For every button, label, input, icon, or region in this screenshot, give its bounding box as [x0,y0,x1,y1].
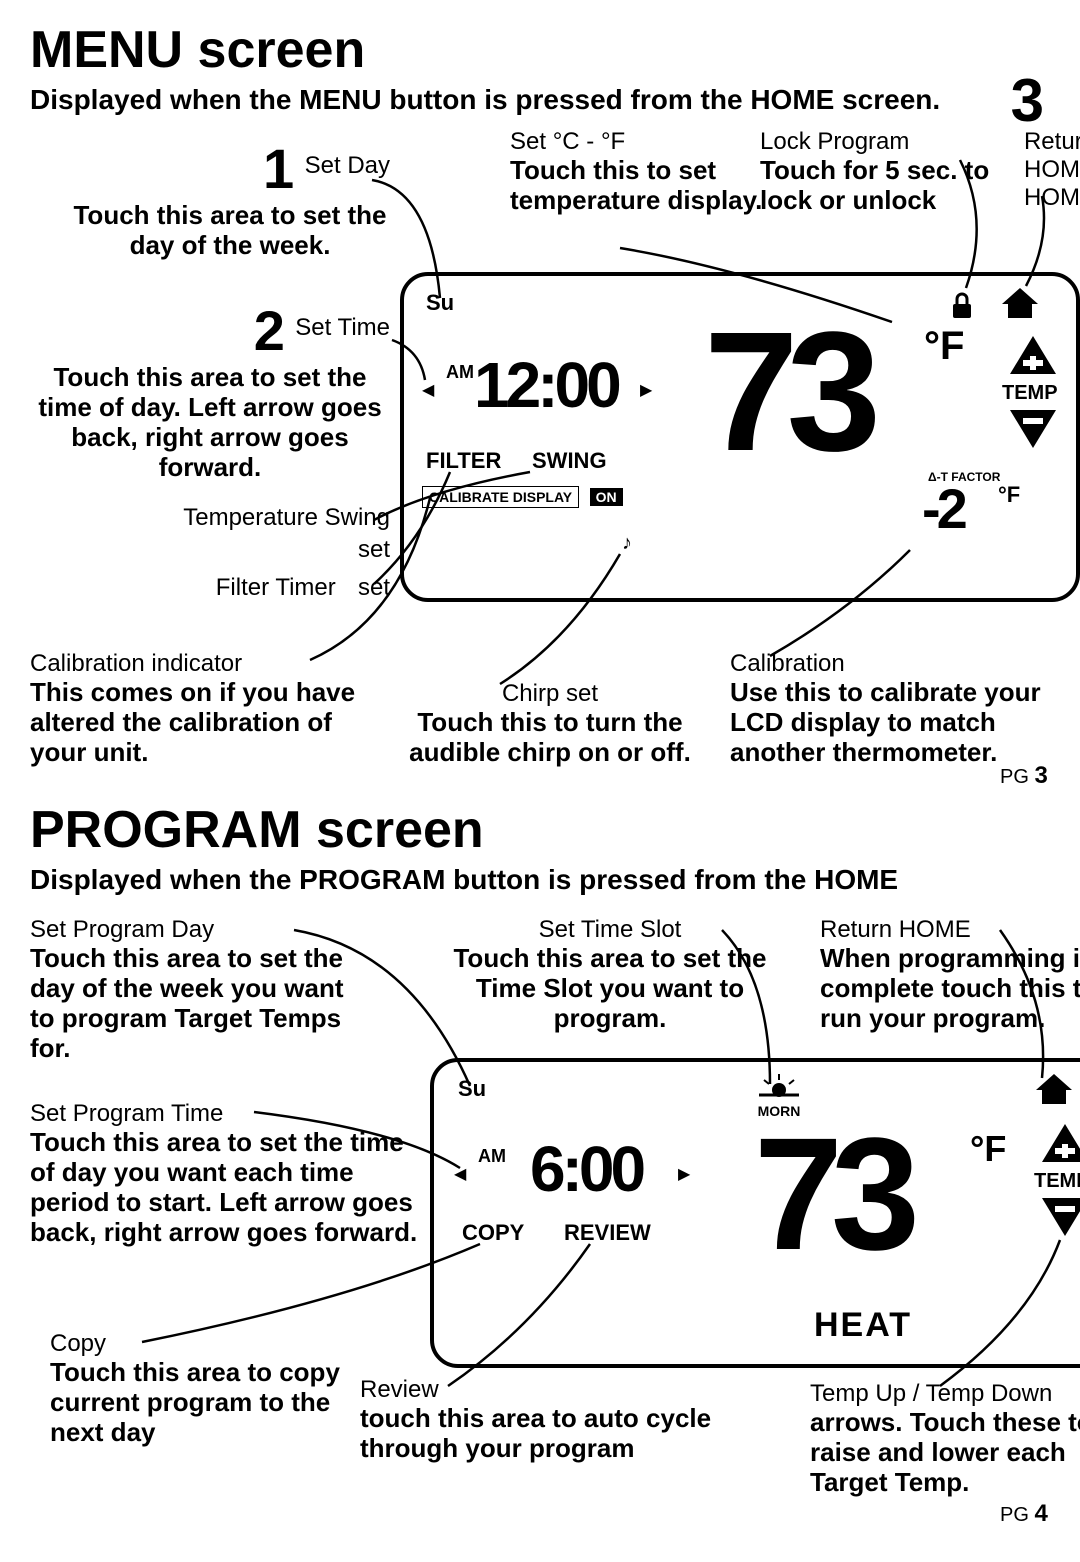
left-arrow-icon[interactable]: ◀ [422,380,434,400]
callout-setcf: Set °C - °F Touch this to set temperatur… [510,128,770,216]
menu-subtitle: Displayed when the MENU button is presse… [30,84,981,116]
temp-down-icon[interactable] [1008,406,1058,455]
callout-lock: Lock Program Touch for 5 sec. to lock or… [760,128,1000,216]
temp-up-icon[interactable] [1008,334,1058,383]
callout-copy: Copy Touch this area to copy current pro… [50,1330,390,1448]
lcd-calibrate-chip[interactable]: CALIBRATE DISPLAY ON [422,486,623,508]
temp-up-icon[interactable] [1040,1122,1080,1171]
lcd2-review[interactable]: REVIEW [564,1220,651,1246]
lcd2-temp-label: TEMP [1034,1170,1080,1193]
lcd-filter[interactable]: FILTER [426,448,501,474]
lcd-swing[interactable]: SWING [532,448,607,474]
page-ref-3: PG 3 [1000,762,1048,790]
callout-return-home: Return HOME HOME [1010,128,1080,212]
program-subtitle: Displayed when the PROGRAM button is pre… [30,864,1050,896]
menu-header-num: 3 [1011,66,1044,135]
lcd2-time[interactable]: 6:00 [530,1132,642,1206]
lcd-temp: 73 [704,294,869,490]
callout-calib: Calibration Use this to calibrate your L… [730,650,1080,768]
temp-down-icon[interactable] [1040,1194,1080,1243]
callout-prog-home: Return HOME When programming is complete… [820,916,1080,1034]
menu-section: MENU screen Displayed when the MENU butt… [30,20,1050,800]
home-icon[interactable] [1034,1072,1074,1113]
lcd2-unit: °F [970,1128,1006,1170]
callout-slot: Set Time Slot Touch this area to set the… [450,916,770,1034]
lcd-tfactor-unit: °F [998,482,1020,508]
right-arrow-icon[interactable]: ▶ [678,1164,690,1184]
program-section: PROGRAM screen Displayed when the PROGRA… [30,800,1050,1540]
lcd2-ampm: AM [478,1146,506,1167]
home-icon[interactable] [1000,286,1040,327]
lcd2-mode: HEAT [814,1306,912,1345]
program-title: PROGRAM screen [30,800,1050,860]
lcd-temp-unit[interactable]: °F [924,324,964,369]
menu-title: MENU screen [30,20,1050,80]
lcd2-temp: 73 [754,1102,908,1286]
callout-cal-ind: Calibration indicator This comes on if y… [30,650,370,768]
callout-review: Review touch this area to auto cycle thr… [360,1376,790,1464]
program-lcd[interactable]: Su MORN ◀ AM 6:00 ▶ COPY REVIEW 73 °F TE… [430,1058,1080,1368]
right-arrow-icon[interactable]: ▶ [640,380,652,400]
lock-icon[interactable] [948,290,976,325]
menu-lcd[interactable]: Su ◀ AM 12:00 ▶ FILTER SWING CALIBRATE D… [400,272,1080,602]
callout-swing: Temperature Swing set [50,504,390,564]
lcd2-day[interactable]: Su [458,1076,486,1102]
lcd2-copy[interactable]: COPY [462,1220,524,1246]
callout-updown: Temp Up / Temp Down arrows. Touch these … [810,1380,1080,1498]
page-ref-4: PG 4 [1000,1500,1048,1528]
callout-filter: Filter Timer set [50,574,390,602]
callout-prog-day: Set Program Day Touch this area to set t… [30,916,370,1064]
lcd-day[interactable]: Su [426,290,454,316]
callout-set-day: 1 Set Day Touch this area to set the day… [70,136,390,261]
lcd-ampm: AM [446,362,474,383]
callout-chirp: Chirp set Touch this to turn the audible… [370,680,730,768]
lcd-time[interactable]: 12:00 [474,348,618,422]
note-icon[interactable]: ♪ [622,532,632,555]
callout-set-time: 2 Set Time Touch this area to set the ti… [30,298,390,483]
left-arrow-icon[interactable]: ◀ [454,1164,466,1184]
lcd-temp-label: TEMP [1002,382,1058,405]
lcd-tfactor-val[interactable]: -2 [922,476,964,541]
callout-prog-time: Set Program Time Touch this area to set … [30,1100,420,1248]
